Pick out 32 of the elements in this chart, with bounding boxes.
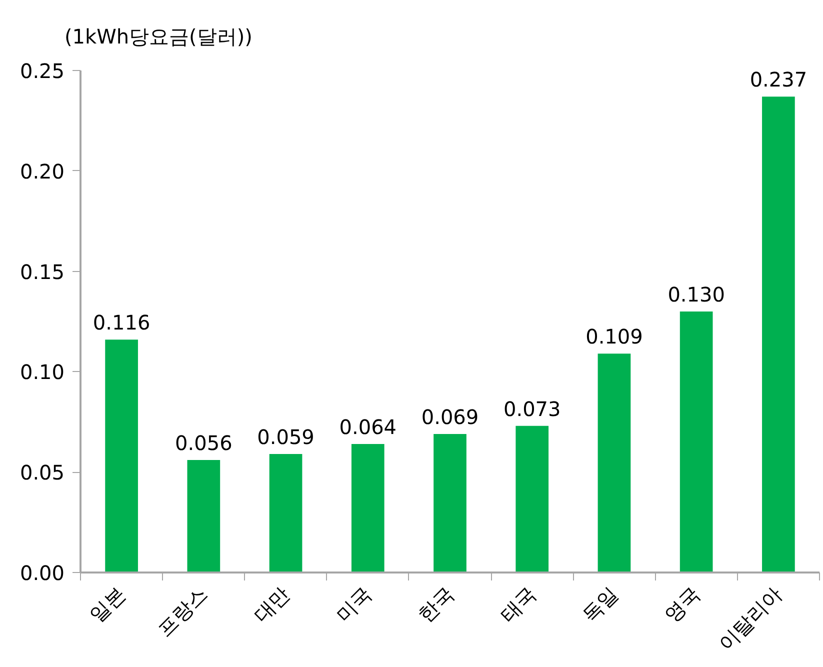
x-tick-label: 미국 [331,582,376,628]
y-tick-label: 0.15 [20,260,64,284]
x-tick-label: 독일 [577,582,623,628]
bar [762,96,795,572]
y-tick-label: 0.20 [20,159,64,184]
data-label: 0.237 [750,68,808,92]
y-axis-title: (1kWh당요금(달러)) [64,24,252,48]
y-tick-label: 0.00 [20,561,64,585]
y-tick-label: 0.10 [20,360,64,384]
data-label: 0.064 [339,414,397,439]
data-label: 0.059 [257,425,314,450]
x-tick-label: 일본 [84,582,130,628]
x-tick-label: 대만 [249,582,294,628]
bar [269,454,302,572]
bar [351,444,384,572]
data-label: 0.069 [421,404,479,429]
bar [680,311,713,572]
y-tick-label: 0.05 [20,460,64,485]
data-label: 0.130 [668,282,725,306]
data-label: 0.056 [175,431,232,456]
bar [516,426,549,572]
x-tick-label: 한국 [413,582,458,628]
bar [598,354,631,572]
bar [187,460,220,572]
data-label: 0.109 [586,324,643,349]
bar [434,434,466,572]
data-label: 0.073 [503,396,561,421]
x-tick-label: 태국 [495,582,541,628]
x-tick-label: 영국 [660,582,705,628]
bar [105,340,138,572]
data-label: 0.116 [92,310,150,335]
y-tick-label: 0.25 [20,59,64,83]
